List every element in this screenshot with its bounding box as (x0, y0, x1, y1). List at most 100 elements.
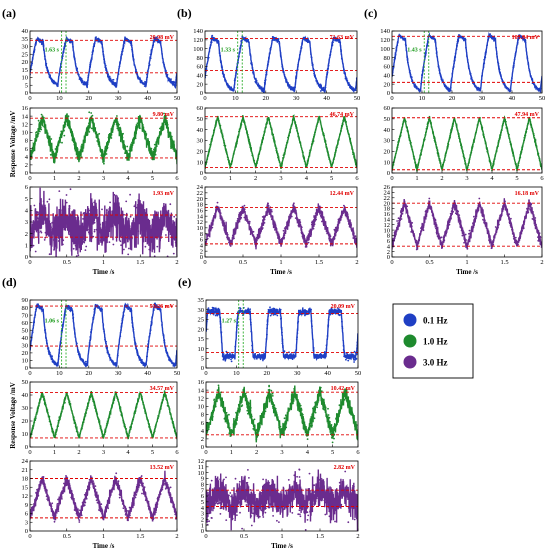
data-point (334, 152, 337, 154)
data-point (250, 323, 252, 326)
data-point (352, 151, 354, 154)
data-point (79, 356, 82, 358)
x-tick-label: 0 (28, 259, 31, 266)
data-point (46, 342, 48, 345)
data-point (65, 475, 67, 477)
data-point (85, 409, 88, 411)
data-point (113, 397, 115, 399)
data-point (63, 315, 66, 318)
data-point (317, 395, 320, 398)
x-tick-label: 1 (53, 175, 56, 182)
data-point (151, 316, 154, 319)
data-point (528, 207, 530, 210)
data-point (289, 129, 291, 131)
data-point (174, 432, 177, 435)
data-point (59, 343, 62, 346)
data-point (240, 40, 243, 43)
data-point (472, 82, 474, 85)
data-point (267, 389, 270, 391)
data-point (415, 87, 418, 90)
data-point (250, 150, 253, 152)
y-tick-label: 60 (197, 105, 204, 112)
data-point (93, 201, 96, 204)
data-point (236, 504, 239, 506)
data-point (340, 503, 343, 506)
data-point (215, 207, 218, 210)
data-point (81, 501, 84, 504)
data-point (298, 468, 301, 471)
data-point (291, 354, 294, 357)
data-point (256, 354, 259, 357)
data-point (107, 73, 109, 76)
data-point (107, 222, 110, 225)
data-point (56, 83, 59, 86)
data-point (285, 81, 288, 84)
data-point (238, 492, 241, 495)
data-point (534, 217, 537, 219)
data-point (540, 243, 542, 246)
data-point (134, 496, 137, 499)
data-point (87, 125, 90, 128)
data-point (129, 514, 131, 517)
data-point (84, 139, 86, 142)
data-point (76, 146, 78, 149)
data-point (61, 325, 64, 328)
data-point (432, 132, 434, 135)
data-point (121, 48, 124, 51)
data-point (88, 483, 90, 486)
data-point (322, 86, 325, 89)
data-point (45, 66, 48, 69)
y-tick-label: 50 (384, 116, 391, 123)
data-point (250, 321, 252, 324)
data-point (128, 429, 131, 432)
legend-entry: 1.0 Hz (423, 337, 448, 347)
data-point (72, 416, 75, 419)
data-point (113, 213, 115, 216)
data-point (255, 430, 258, 432)
data-point (45, 495, 48, 498)
data-point (340, 124, 343, 127)
data-point (58, 416, 61, 419)
data-point (233, 497, 236, 499)
data-point (76, 155, 79, 158)
data-point (301, 235, 304, 238)
series-line-01Hz (206, 306, 358, 362)
data-point (283, 153, 286, 156)
data-point (353, 504, 356, 506)
data-point (250, 524, 253, 527)
data-point (239, 511, 241, 514)
data-point (249, 489, 252, 491)
data-point (159, 127, 161, 130)
data-point (30, 62, 33, 65)
data-point (497, 141, 500, 144)
data-point (156, 417, 159, 420)
data-point (521, 148, 523, 151)
data-point (144, 132, 146, 134)
data-point (60, 493, 63, 495)
data-point (488, 238, 491, 241)
legend-marker (403, 334, 417, 348)
data-point (155, 142, 158, 145)
data-point (211, 137, 214, 140)
data-point (60, 216, 63, 219)
data-point (169, 203, 172, 206)
data-point (401, 209, 404, 211)
data-point (279, 164, 282, 167)
data-point (92, 126, 95, 128)
series-points (30, 36, 177, 88)
data-point (497, 220, 500, 223)
data-point (512, 235, 515, 238)
data-point (321, 220, 323, 223)
data-point (226, 354, 229, 357)
data-point (37, 405, 40, 408)
data-point (329, 160, 332, 163)
data-point (114, 202, 116, 205)
data-point (311, 142, 314, 145)
data-point (84, 249, 87, 252)
data-point (473, 217, 476, 220)
data-point (81, 143, 83, 146)
data-point (107, 257, 109, 259)
data-point (457, 34, 460, 36)
data-point (276, 416, 278, 418)
data-point (331, 162, 334, 165)
